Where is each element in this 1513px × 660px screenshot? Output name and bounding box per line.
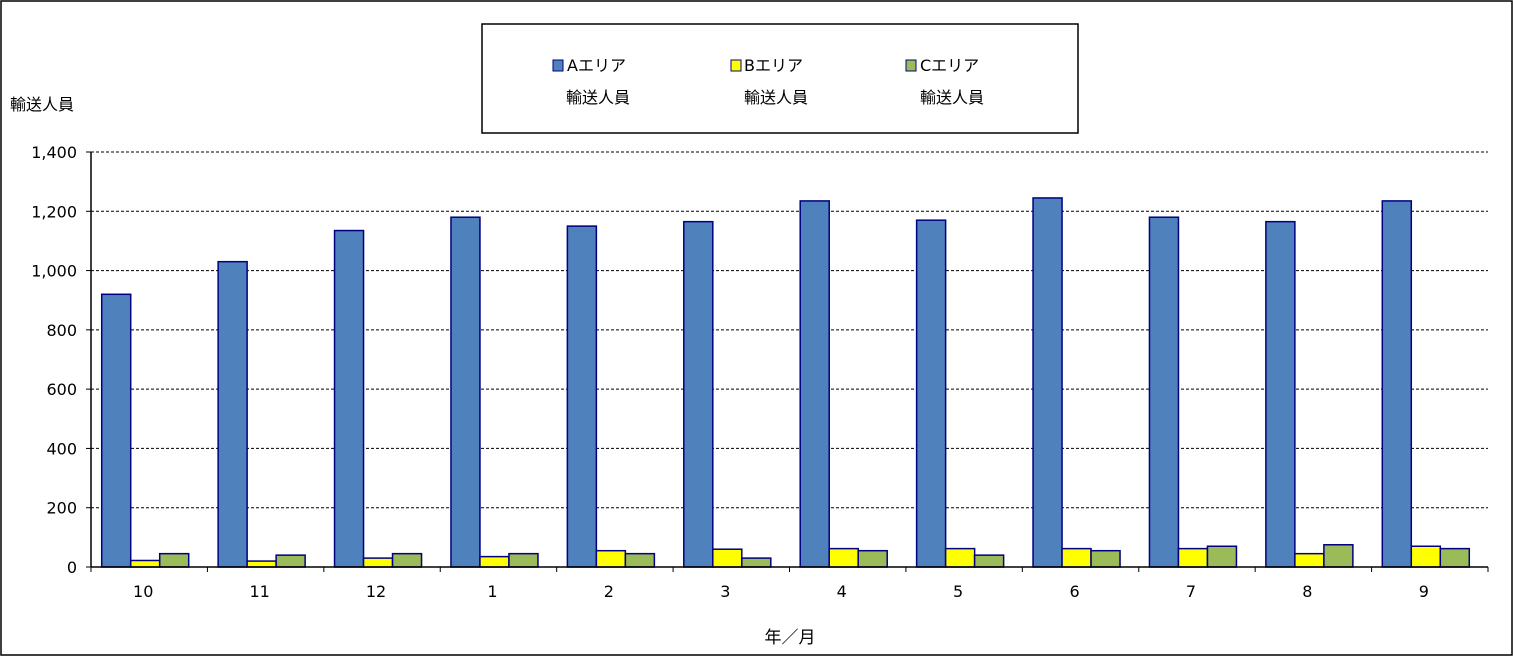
legend-label-a-line1: Aエリア bbox=[567, 56, 626, 75]
bar-series2-2 bbox=[624, 552, 656, 568]
y-tick-label-7: 1,400 bbox=[31, 143, 77, 162]
bar-series1-9 bbox=[1410, 545, 1442, 568]
legend-label-c-line1: Cエリア bbox=[920, 56, 979, 75]
bar-series2-9 bbox=[1439, 547, 1471, 568]
legend-label-a-line2: 輸送人員 bbox=[566, 88, 630, 107]
y-tick-label-0: 0 bbox=[67, 558, 77, 577]
bar-series1-6 bbox=[1061, 547, 1092, 568]
bar-series2-10 bbox=[158, 552, 190, 568]
y-tick-label-1: 200 bbox=[46, 499, 77, 518]
y-tick-label-5: 1,000 bbox=[31, 262, 77, 281]
bar-series0-6 bbox=[1032, 197, 1063, 568]
legend-swatch-c bbox=[905, 59, 917, 72]
bar-series1-2 bbox=[595, 549, 627, 568]
bar-series2-4 bbox=[857, 549, 888, 568]
bar-series1-4 bbox=[828, 547, 859, 568]
bar-series0-3 bbox=[683, 220, 714, 568]
bar-series0-9 bbox=[1381, 200, 1413, 568]
bar-series2-3 bbox=[741, 557, 772, 568]
legend-entry-b: Bエリア 輸送人員 bbox=[730, 56, 808, 107]
bar-series2-7 bbox=[1206, 545, 1238, 568]
bar-series1-11 bbox=[246, 560, 277, 568]
legend-entry-a: Aエリア 輸送人員 bbox=[552, 56, 630, 107]
legend-label-c-line2: 輸送人員 bbox=[920, 88, 984, 107]
bar-series0-5 bbox=[915, 219, 947, 568]
legend-label-b-line1: Bエリア bbox=[744, 56, 803, 75]
bar-series0-11 bbox=[217, 260, 248, 568]
gridlines bbox=[91, 151, 1488, 509]
legend-swatch-a bbox=[552, 59, 564, 72]
bar-series0-4 bbox=[799, 200, 830, 568]
bar-series1-1 bbox=[479, 555, 510, 568]
bar-series2-1 bbox=[508, 552, 539, 568]
x-tick-label-12: 12 bbox=[366, 582, 386, 601]
bar-series0-7 bbox=[1148, 216, 1180, 568]
bar-series1-10 bbox=[129, 559, 161, 568]
x-tick-label-2: 2 bbox=[604, 582, 614, 601]
legend: Aエリア 輸送人員 Bエリア 輸送人員 Cエリア 輸送人員 bbox=[481, 23, 1079, 134]
x-tick-label-10: 10 bbox=[133, 582, 153, 601]
bar-series2-8 bbox=[1323, 544, 1354, 568]
x-tick-label-5: 5 bbox=[953, 582, 963, 601]
y-tick-label-6: 1,200 bbox=[31, 202, 77, 221]
x-axis-title: 年／月 bbox=[765, 628, 816, 648]
y-axis-title: 輸送人員 bbox=[10, 95, 74, 114]
legend-entry-c: Cエリア 輸送人員 bbox=[905, 56, 984, 107]
bar-series1-5 bbox=[944, 547, 976, 568]
bar-series1-8 bbox=[1294, 552, 1325, 568]
bar-series2-12 bbox=[391, 552, 423, 568]
x-tick-label-8: 8 bbox=[1302, 582, 1312, 601]
bar-series1-7 bbox=[1177, 547, 1209, 568]
bar-series0-8 bbox=[1265, 220, 1296, 568]
bar-series0-1 bbox=[450, 216, 481, 568]
x-tick-label-3: 3 bbox=[720, 582, 730, 601]
bars bbox=[100, 197, 1471, 568]
bar-series0-12 bbox=[333, 229, 365, 568]
x-tick-label-11: 11 bbox=[249, 582, 269, 601]
legend-swatch-b bbox=[730, 59, 742, 72]
bar-series0-2 bbox=[566, 225, 598, 568]
bar-series2-5 bbox=[973, 554, 1005, 568]
y-tick-label-2: 400 bbox=[46, 439, 77, 458]
legend-label-b-line2: 輸送人員 bbox=[744, 88, 808, 107]
bar-series2-6 bbox=[1090, 549, 1121, 568]
y-tick-label-4: 800 bbox=[46, 321, 77, 340]
x-tick-label-1: 1 bbox=[487, 582, 497, 601]
x-tick-label-9: 9 bbox=[1419, 582, 1429, 601]
axes bbox=[86, 151, 1489, 572]
x-tick-label-6: 6 bbox=[1069, 582, 1079, 601]
y-tick-label-3: 600 bbox=[46, 380, 77, 399]
bar-series2-11 bbox=[275, 554, 306, 568]
legend-frame bbox=[481, 23, 1079, 134]
x-tick-label-7: 7 bbox=[1186, 582, 1196, 601]
bar-series0-10 bbox=[100, 293, 132, 568]
bar-series1-3 bbox=[712, 548, 743, 568]
x-tick-label-4: 4 bbox=[837, 582, 847, 601]
bar-series1-12 bbox=[362, 557, 394, 568]
